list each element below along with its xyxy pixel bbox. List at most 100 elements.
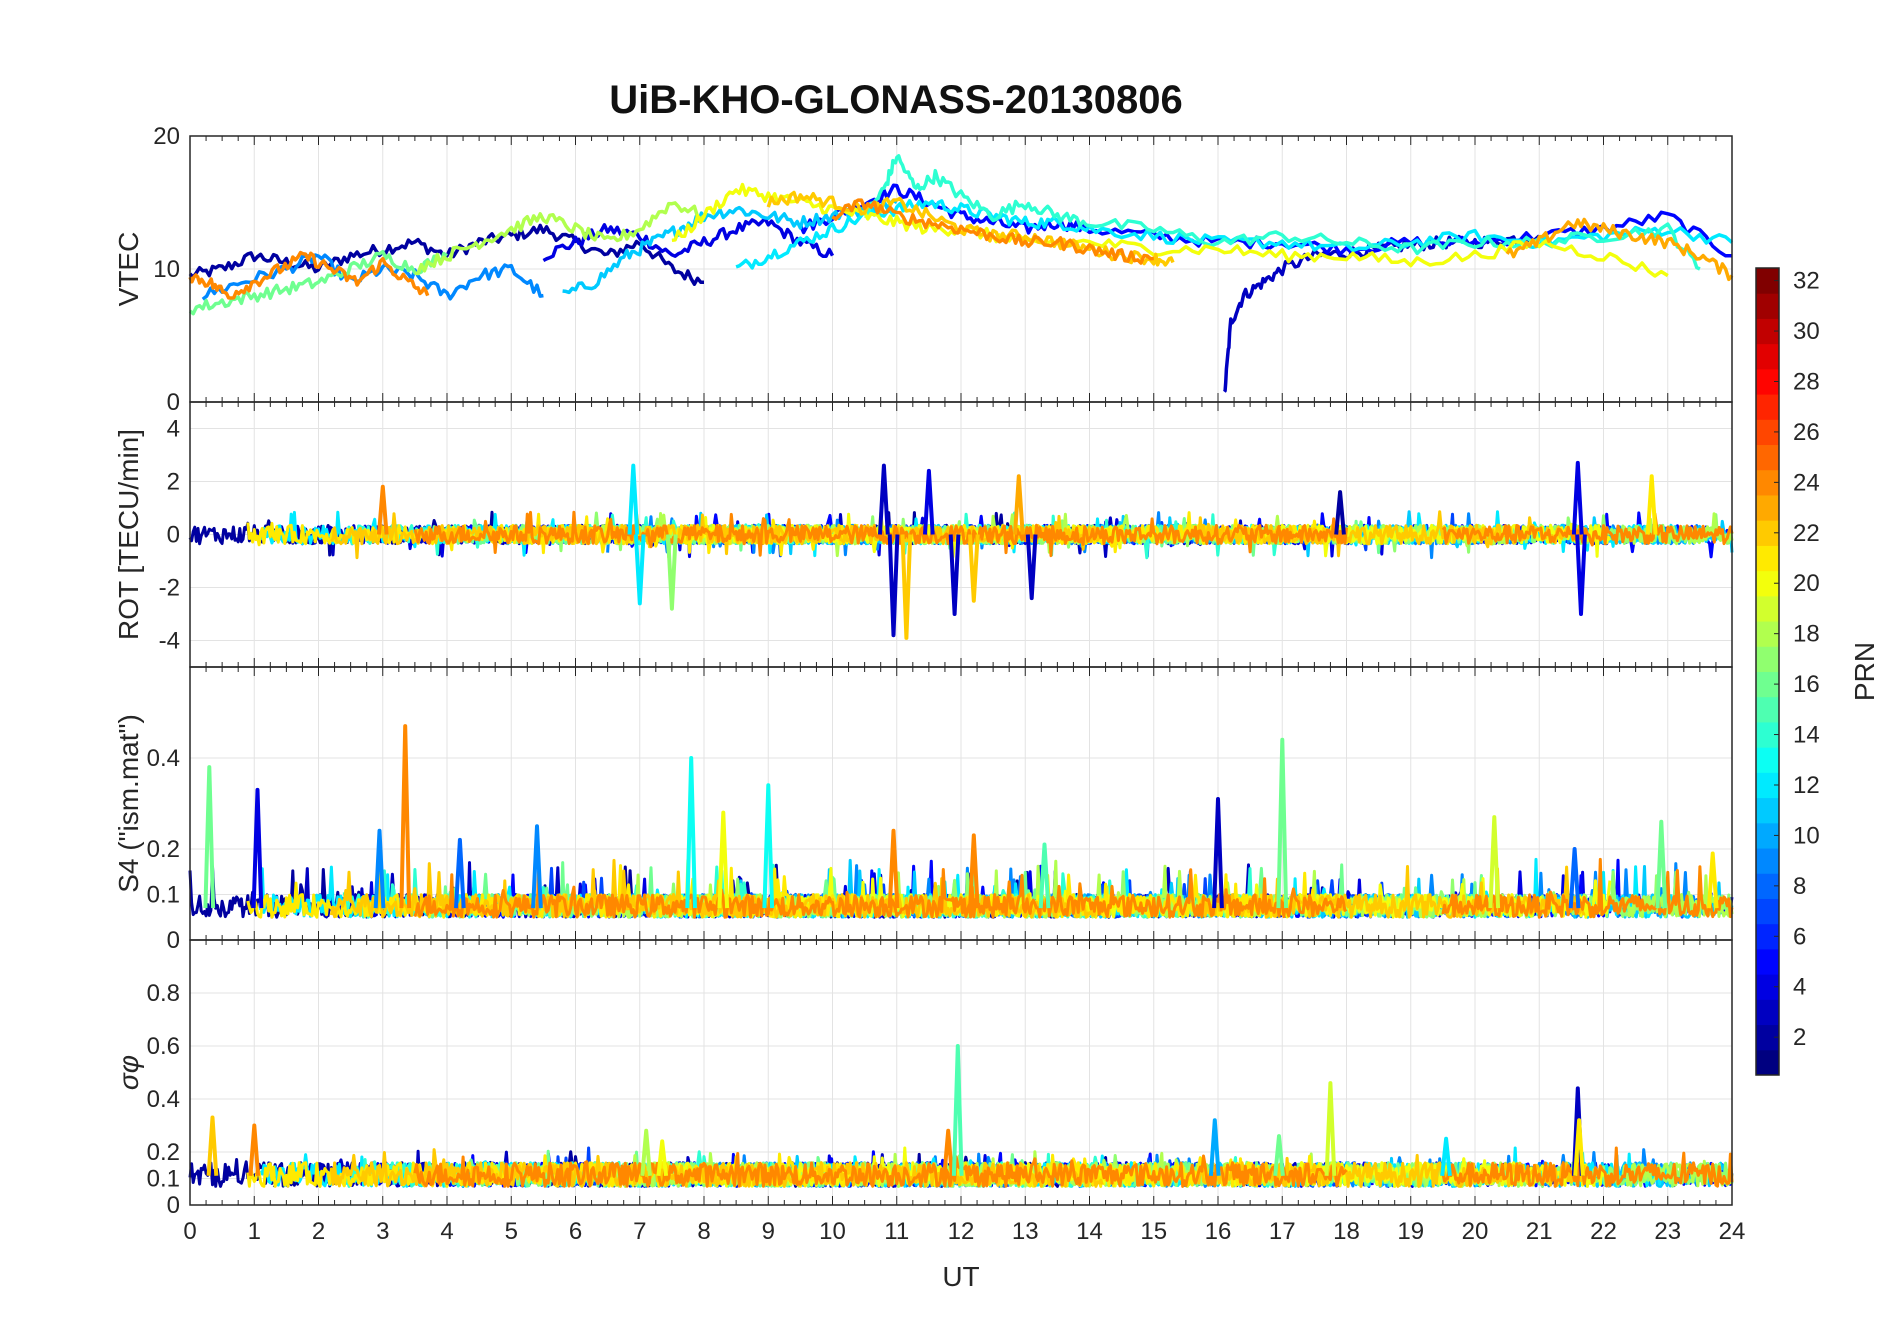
colorbar-band bbox=[1756, 621, 1779, 647]
panel-vtec-series bbox=[188, 154, 1734, 393]
colorbar-band bbox=[1756, 268, 1779, 294]
s4-series-prn-24 bbox=[413, 868, 1348, 919]
panel-vtec-ytick-label: 0 bbox=[167, 389, 180, 416]
s4-spike-prn-19 bbox=[1488, 815, 1501, 909]
x-tick-label: 8 bbox=[697, 1218, 710, 1245]
s4-spike-prn-16 bbox=[203, 765, 216, 909]
s4-spike-prn-4 bbox=[251, 787, 264, 909]
colorbar-band bbox=[1756, 772, 1779, 799]
colorbar-tick-label: 28 bbox=[1793, 368, 1820, 395]
colorbar-tick-label: 14 bbox=[1793, 722, 1820, 749]
vtec-series-prn-14 bbox=[864, 154, 1701, 271]
panel-s4-ytick-label: 0 bbox=[167, 927, 180, 954]
panel-sigphi-ytick-label: 0.4 bbox=[147, 1086, 180, 1113]
colorbar-tick-label: 6 bbox=[1793, 923, 1806, 950]
x-tick-label: 19 bbox=[1397, 1218, 1424, 1245]
colorbar-band bbox=[1756, 646, 1779, 672]
colorbar-band bbox=[1756, 974, 1779, 1000]
colorbar-band bbox=[1756, 494, 1779, 521]
s4-spike-prn-21 bbox=[1706, 851, 1719, 909]
x-tick-label: 10 bbox=[819, 1218, 846, 1245]
x-tick-label: 0 bbox=[183, 1218, 196, 1245]
s4-spike-prn-24 bbox=[968, 833, 980, 909]
x-tick-label: 12 bbox=[948, 1218, 975, 1245]
x-tick-label: 20 bbox=[1462, 1218, 1489, 1245]
sigphi-spike-prn-10 bbox=[1208, 1118, 1221, 1176]
s4-spike-prn-16 bbox=[1655, 819, 1668, 909]
colorbar-band bbox=[1756, 293, 1779, 319]
sigphi-spike-prn-20 bbox=[656, 1139, 669, 1177]
x-tick-label: 4 bbox=[440, 1218, 453, 1245]
colorbar-tick-label: 2 bbox=[1793, 1024, 1806, 1051]
panel-vtec-ytick-label: 20 bbox=[153, 123, 180, 150]
vtec-series-prn-20 bbox=[671, 182, 1669, 278]
sigphi-spike-prn-12 bbox=[1440, 1136, 1452, 1177]
vtec-series-prn-24 bbox=[188, 250, 430, 300]
colorbar-band bbox=[1756, 444, 1779, 471]
s4-spike-prn-16 bbox=[1276, 737, 1289, 909]
colorbar-band bbox=[1756, 948, 1779, 975]
panel-rot-series bbox=[188, 460, 1734, 640]
s4-spike-prn-20 bbox=[717, 810, 730, 909]
vtec-series-prn-2 bbox=[188, 223, 704, 286]
colorbar-tick-label: 12 bbox=[1793, 772, 1820, 799]
colorbar-tick-label: 8 bbox=[1793, 873, 1806, 900]
colorbar-band bbox=[1756, 721, 1779, 748]
panel-s4-ytick-label: 0.4 bbox=[147, 745, 180, 772]
colorbar-band bbox=[1756, 545, 1779, 572]
sigphi-spike-prn-15 bbox=[951, 1044, 964, 1176]
colorbar-band bbox=[1756, 595, 1779, 622]
panel-sigphi-ytick-label: 0.2 bbox=[147, 1139, 180, 1166]
colorbar-tick-label: 16 bbox=[1793, 671, 1820, 698]
rot-spike-prn-23 bbox=[1013, 474, 1025, 535]
colorbar-band bbox=[1756, 419, 1779, 446]
colorbar-band bbox=[1756, 469, 1779, 496]
panel-s4-ylabel: S4 ("ism.mat") bbox=[113, 714, 144, 893]
x-tick-label: 9 bbox=[762, 1218, 775, 1245]
panel-s4-ytick-label: 0.2 bbox=[147, 836, 180, 863]
colorbar-tick-label: 4 bbox=[1793, 974, 1806, 1001]
x-tick-label: 3 bbox=[376, 1218, 389, 1245]
colorbar-band bbox=[1756, 318, 1779, 345]
rot-spike-prn-3 bbox=[1025, 534, 1038, 601]
panel-s4-ytick-label: 0.1 bbox=[147, 882, 180, 909]
panel-rot-ytick-label: -4 bbox=[159, 628, 180, 655]
colorbar-band bbox=[1756, 848, 1779, 874]
rot-spike-prn-4 bbox=[1571, 460, 1584, 535]
rot-spike-prn-4 bbox=[1575, 534, 1587, 616]
x-tick-label: 18 bbox=[1333, 1218, 1360, 1245]
colorbar-band bbox=[1756, 696, 1779, 723]
x-tick-label: 23 bbox=[1654, 1218, 1681, 1245]
colorbar-band bbox=[1756, 1049, 1779, 1076]
s4-spike-prn-3 bbox=[1212, 797, 1224, 909]
x-tick-label: 15 bbox=[1140, 1218, 1167, 1245]
x-tick-label: 1 bbox=[248, 1218, 261, 1245]
x-axis-label: UT bbox=[942, 1261, 979, 1292]
sigphi-series-prn-24 bbox=[413, 1152, 1348, 1188]
colorbar-band bbox=[1756, 368, 1779, 395]
colorbar-tick-label: 18 bbox=[1793, 621, 1820, 648]
x-tick-label: 17 bbox=[1269, 1218, 1296, 1245]
rot-series-prn-24 bbox=[413, 510, 1348, 558]
colorbar-tick-label: 10 bbox=[1793, 822, 1820, 849]
panel-vtec-ylabel: VTEC bbox=[113, 232, 144, 307]
x-tick-label: 5 bbox=[505, 1218, 518, 1245]
colorbar-band bbox=[1756, 747, 1779, 773]
colorbar-tick-label: 30 bbox=[1793, 318, 1820, 345]
colorbar-frame bbox=[1755, 267, 1780, 1076]
sigphi-spike-prn-19 bbox=[1324, 1081, 1337, 1176]
colorbar-tick-label: 24 bbox=[1793, 469, 1820, 496]
rot-spike-prn-12 bbox=[633, 534, 646, 606]
colorbar-band bbox=[1756, 873, 1779, 899]
x-tick-label: 2 bbox=[312, 1218, 325, 1245]
x-tick-label: 16 bbox=[1205, 1218, 1232, 1245]
panel-sigphi-ytick-label: 0.8 bbox=[147, 980, 180, 1007]
rot-spike-prn-4 bbox=[923, 468, 935, 535]
x-tick-label: 14 bbox=[1076, 1218, 1103, 1245]
colorbar-tick-label: 32 bbox=[1793, 268, 1820, 295]
sigphi-spike-prn-24 bbox=[942, 1128, 954, 1176]
panel-rot-ytick-label: 0 bbox=[167, 522, 180, 549]
s4-spike-prn-24 bbox=[887, 828, 900, 909]
colorbar-band bbox=[1756, 822, 1779, 849]
rot-spike-prn-3 bbox=[878, 463, 890, 535]
